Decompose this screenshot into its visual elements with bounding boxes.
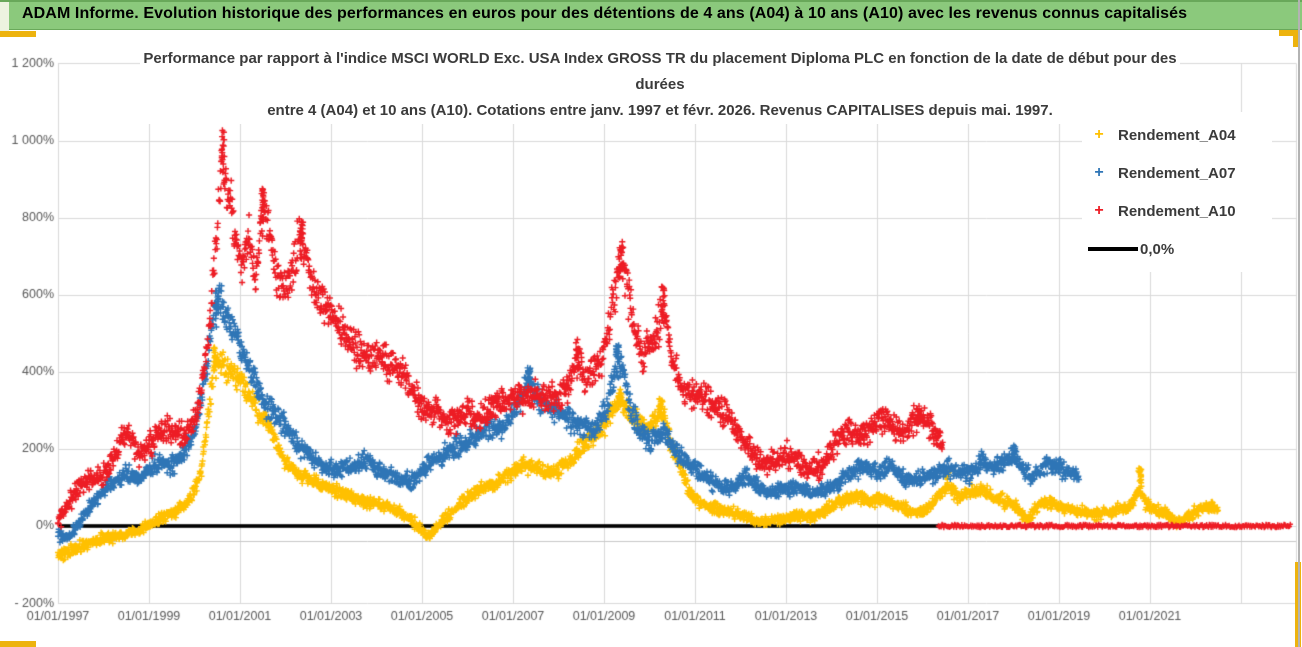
plus-marker-icon: + — [1094, 126, 1104, 143]
gold-border-top-right-h — [1279, 30, 1299, 36]
gold-border-top-right-v — [1293, 30, 1299, 47]
chart-legend: + Rendement_A04 + Rendement_A07 + Rendem… — [1082, 112, 1272, 272]
legend-item-rendement-a04[interactable]: + Rendement_A04 — [1082, 116, 1272, 154]
legend-label: Rendement_A10 — [1118, 202, 1236, 220]
zero-line-swatch-icon — [1088, 247, 1138, 251]
chart-title-line-2: durées — [635, 76, 685, 93]
legend-item-rendement-a07[interactable]: + Rendement_A07 — [1082, 154, 1272, 192]
plus-marker-icon: + — [1094, 202, 1104, 219]
legend-label: 0,0% — [1140, 240, 1175, 258]
header-left-strip — [0, 2, 9, 32]
legend-label: Rendement_A07 — [1118, 164, 1236, 182]
legend-item-rendement-a10[interactable]: + Rendement_A10 — [1082, 192, 1272, 230]
header-title: ADAM Informe. Evolution historique des p… — [22, 5, 1188, 22]
legend-item-zero-line[interactable]: 0,0% — [1082, 230, 1272, 268]
gold-border-bottom-left — [0, 641, 36, 647]
chart-title: Performance par rapport à l'indice MSCI … — [140, 46, 1180, 124]
window-right-edge — [1298, 0, 1300, 647]
chart-title-line-3: entre 4 (A04) et 10 ans (A10). Cotations… — [267, 102, 1053, 119]
header-bar: ADAM Informe. Evolution historique des p… — [0, 0, 1302, 32]
gold-border-top-left — [0, 31, 36, 37]
legend-label: Rendement_A04 — [1118, 126, 1236, 144]
plus-marker-icon: + — [1094, 164, 1104, 181]
chart-title-line-1: Performance par rapport à l'indice MSCI … — [143, 50, 1177, 67]
